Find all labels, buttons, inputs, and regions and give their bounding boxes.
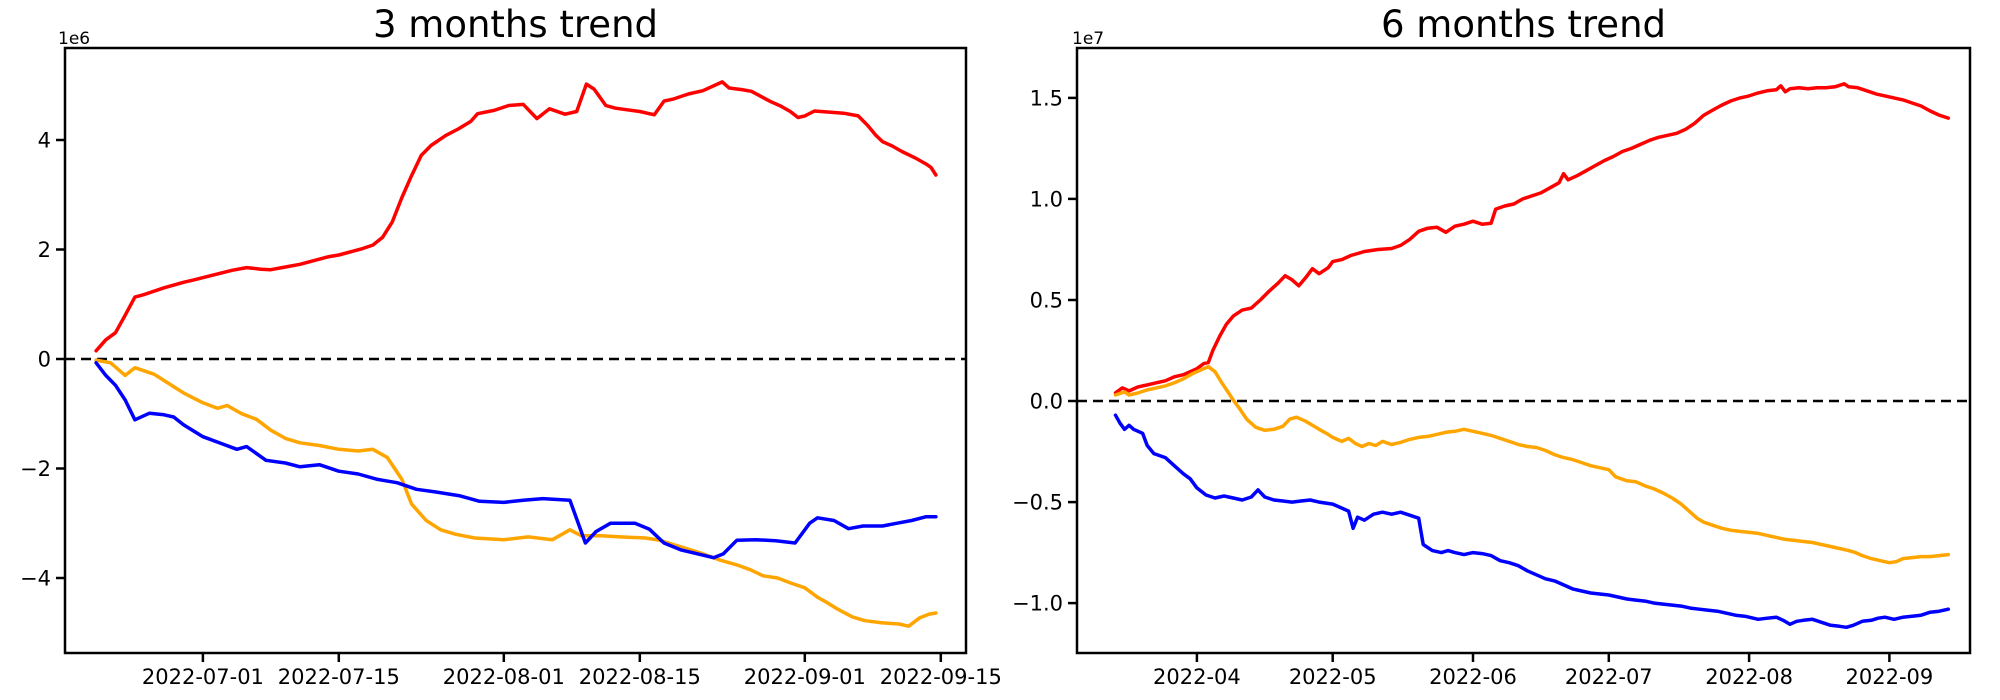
y-tick-label: 1.0 <box>1030 187 1063 211</box>
x-tick-label: 2022-08 <box>1705 665 1793 689</box>
series-blue-line <box>94 361 938 560</box>
series-red-line <box>94 80 938 353</box>
plot-border <box>63 46 968 655</box>
y-tick-label: 1.5 <box>1030 86 1063 110</box>
x-tick-label: 2022-09 <box>1846 665 1934 689</box>
y-tick-label: 4 <box>38 129 51 153</box>
x-tick-label: 2022-04 <box>1153 665 1241 689</box>
y-tick-label: 0.5 <box>1030 289 1063 313</box>
x-tick-label: 2022-07-15 <box>278 665 400 689</box>
x-tick-label: 2022-09-01 <box>744 665 866 689</box>
plot-border <box>1075 46 1972 655</box>
series-red-line <box>1113 82 1951 395</box>
y-axis-offset-label-left: 1e6 <box>58 29 91 49</box>
x-tick-label: 2022-08-15 <box>579 665 701 689</box>
x-tick-label: 2022-06 <box>1429 665 1517 689</box>
chart-title-3-months: 3 months trend <box>372 3 659 46</box>
y-tick-label: −4 <box>20 567 51 591</box>
y-axis-offset-label-right: 1e7 <box>1072 29 1105 49</box>
y-tick-label: −0.5 <box>1012 491 1063 515</box>
x-tick-label: 2022-08-01 <box>443 665 565 689</box>
series-orange-line <box>1113 364 1951 565</box>
x-tick-label: 2022-07-01 <box>142 665 264 689</box>
y-tick-label: 0.0 <box>1030 390 1063 414</box>
x-tick-label: 2022-09-15 <box>880 665 1002 689</box>
y-tick-label: 0 <box>38 348 51 372</box>
x-tick-label: 2022-07 <box>1565 665 1653 689</box>
series-blue-line <box>1113 413 1951 630</box>
x-tick-label: 2022-05 <box>1289 665 1377 689</box>
y-tick-label: −2 <box>20 457 51 481</box>
series-orange-line <box>94 358 938 628</box>
y-tick-label: −1.0 <box>1012 592 1063 616</box>
y-tick-label: 2 <box>38 238 51 262</box>
chart-title-6-months: 6 months trend <box>1380 3 1667 46</box>
